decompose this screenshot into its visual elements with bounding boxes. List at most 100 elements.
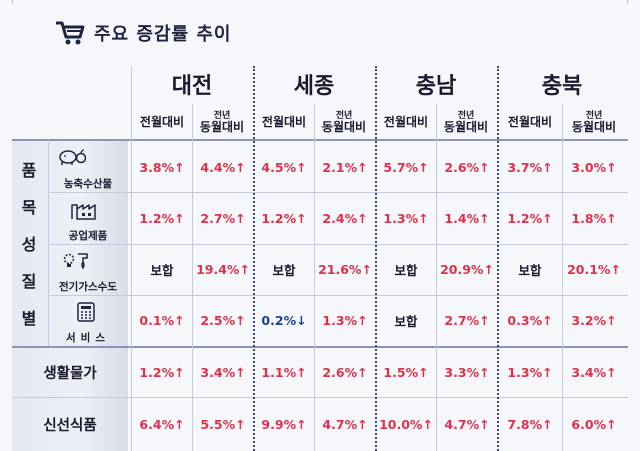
region-chungnam: 충남 — [415, 74, 457, 99]
subhead-yoy-bottom: 동월대비 — [321, 120, 367, 134]
row-divider — [12, 346, 628, 348]
table-cell: 4.7%↑ — [322, 416, 368, 432]
table-cell: 6.0%↑ — [571, 416, 617, 432]
table-cell: 4.5%↑ — [261, 159, 307, 175]
utility-icon — [63, 253, 88, 270]
table-cell: 2.5%↑ — [200, 312, 246, 328]
table-cell: 보합 — [272, 262, 296, 278]
row-divider — [50, 192, 628, 193]
category-label: 공업제품 — [68, 230, 108, 242]
table-cell: 19.4%↑ — [196, 261, 250, 277]
table-cell: 1.3%↑ — [507, 364, 553, 380]
region-daejeon: 대전 — [171, 74, 213, 99]
table-cell: 2.1%↑ — [322, 159, 368, 175]
table-cell: 6.4%↑ — [139, 416, 185, 432]
factory-icon — [71, 204, 96, 220]
frame-top — [12, 0, 628, 4]
group-char: 품 — [21, 160, 37, 180]
row-divider — [50, 244, 628, 245]
table-cell: 1.2%↑ — [139, 364, 185, 380]
table-cell: 3.4%↑ — [200, 364, 246, 380]
table-cell: 1.5%↑ — [383, 364, 429, 380]
table-cell: 21.6%↑ — [318, 261, 372, 277]
table-cell: 3.2%↑ — [571, 312, 617, 328]
subhead-yoy: 전년 동월대비 — [192, 104, 252, 140]
category-label: 농축수산물 — [63, 178, 113, 190]
column-divider — [314, 104, 315, 451]
summary-label-fresh: 신선식품 — [43, 417, 97, 434]
region-divider — [375, 66, 377, 451]
page-title: 주요 증감률 추이 — [94, 24, 232, 45]
pig-apple-icon — [59, 149, 86, 165]
table-cell: 3.0%↑ — [571, 159, 617, 175]
table-cell: 1.2%↑ — [507, 210, 553, 226]
row-divider — [12, 397, 628, 398]
table-cell: 보합 — [394, 313, 418, 329]
header-divider — [12, 139, 628, 141]
region-divider — [253, 66, 255, 451]
region-divider — [497, 66, 499, 451]
table-cell: 10.0%↑ — [379, 416, 433, 432]
table-cell: 1.3%↑ — [383, 210, 429, 226]
subhead-yoy: 전년 동월대비 — [562, 104, 626, 140]
subhead-mom: 전월대비 — [261, 115, 307, 129]
table-cell: 0.1%↑ — [139, 312, 185, 328]
table-cell: 3.4%↑ — [571, 364, 617, 380]
table-cell: 1.4%↑ — [444, 210, 490, 226]
region-chungbuk: 충북 — [541, 74, 583, 99]
table-cell: 1.8%↑ — [571, 210, 617, 226]
row-divider — [50, 295, 628, 296]
column-divider — [48, 140, 49, 346]
table-cell: 3.3%↑ — [444, 364, 490, 380]
subhead-mom: 전월대비 — [507, 115, 553, 129]
subhead-yoy-top: 전년 — [585, 111, 603, 121]
table-cell: 3.8%↑ — [139, 159, 185, 175]
group-char: 별 — [21, 309, 37, 329]
table-cell: 2.7%↑ — [200, 210, 246, 226]
table-cell: 4.4%↑ — [200, 159, 246, 175]
table-cell: 2.6%↑ — [444, 159, 490, 175]
group-char: 목 — [21, 197, 37, 217]
table-cell: 3.7%↑ — [507, 159, 553, 175]
category-panel — [12, 140, 128, 346]
summary-panel-2 — [12, 398, 128, 451]
table-cell: 1.3%↑ — [322, 312, 368, 328]
table-cell: 0.2%↓ — [261, 312, 307, 328]
subhead-mom: 전월대비 — [139, 115, 185, 129]
table-cell: 1.2%↑ — [261, 210, 307, 226]
group-label-by-item: 품 목 성 질 별 — [14, 150, 44, 336]
group-char: 성 — [21, 234, 37, 254]
shopping-cart-icon — [56, 21, 85, 45]
subhead-yoy-top: 전년 — [457, 111, 475, 121]
summary-panel-1 — [12, 348, 128, 398]
column-divider — [436, 104, 437, 451]
table-cell: 보합 — [518, 262, 542, 278]
table-cell: 2.6%↑ — [322, 364, 368, 380]
group-char: 질 — [21, 272, 37, 292]
subhead-yoy-bottom: 동월대비 — [443, 120, 489, 134]
category-label: 전기가스수도 — [59, 281, 117, 293]
subhead-yoy: 전년 동월대비 — [436, 104, 496, 140]
table-cell: 5.7%↑ — [383, 159, 429, 175]
table-cell: 5.5%↑ — [200, 416, 246, 432]
table-cell: 9.9%↑ — [261, 416, 307, 432]
table-cell: 보합 — [150, 262, 174, 278]
subhead-yoy-top: 전년 — [213, 111, 231, 121]
table-cell: 1.1%↑ — [261, 364, 307, 380]
table-cell: 20.1%↑ — [567, 261, 621, 277]
table-cell: 20.9%↑ — [440, 261, 494, 277]
service-icon — [77, 302, 95, 322]
subhead-yoy: 전년 동월대비 — [314, 104, 374, 140]
column-divider — [131, 66, 132, 451]
table-cell: 0.3%↑ — [507, 312, 553, 328]
subhead-yoy-top: 전년 — [335, 111, 353, 121]
table-cell: 보합 — [394, 262, 418, 278]
title-bar: 주요 증감률 추이 — [56, 18, 231, 48]
subhead-mom: 전월대비 — [383, 115, 429, 129]
table-cell: 4.7%↑ — [444, 416, 490, 432]
table-cell: 2.4%↑ — [322, 210, 368, 226]
summary-label-living: 생활물가 — [43, 365, 97, 382]
subhead-yoy-bottom: 동월대비 — [199, 120, 245, 134]
subhead-yoy-bottom: 동월대비 — [571, 120, 617, 134]
